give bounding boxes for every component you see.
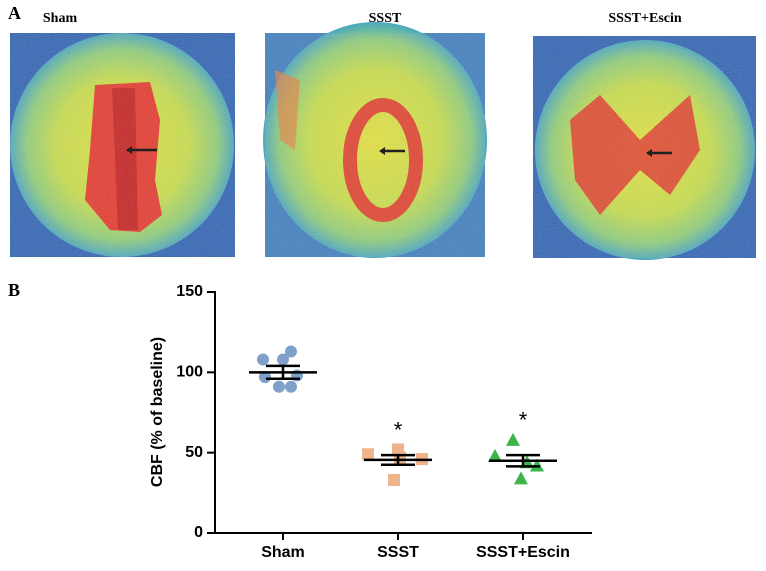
data-point [506, 432, 520, 446]
image-title: Sham [43, 11, 78, 26]
annotation: * [394, 417, 403, 442]
y-tick-label: 100 [176, 364, 203, 381]
y-tick-label: 50 [185, 444, 203, 461]
annotation: * [519, 408, 528, 433]
panel-label: B [8, 280, 20, 300]
data-point [514, 471, 528, 485]
data-point [273, 380, 285, 393]
data-point [488, 448, 502, 462]
x-tick-label: SSST+Escin [476, 544, 570, 561]
data-point [388, 473, 400, 486]
data-point [285, 380, 297, 393]
data-point [257, 353, 269, 366]
x-tick-label: Sham [261, 544, 305, 561]
flow-image [533, 36, 756, 260]
x-tick-label: SSST [377, 544, 419, 561]
data-point [394, 451, 406, 464]
data-point [362, 448, 374, 461]
data-point [277, 353, 289, 366]
flow-image [10, 33, 235, 257]
image-title: SSST+Escin [608, 11, 682, 26]
y-axis-label: CBF (% of baseline) [149, 337, 166, 487]
data-point [259, 371, 271, 384]
panel-label: A [8, 3, 21, 23]
flow-image [263, 22, 487, 258]
data-point [285, 345, 297, 358]
y-tick-label: 150 [176, 283, 203, 300]
y-tick-label: 0 [194, 524, 203, 541]
